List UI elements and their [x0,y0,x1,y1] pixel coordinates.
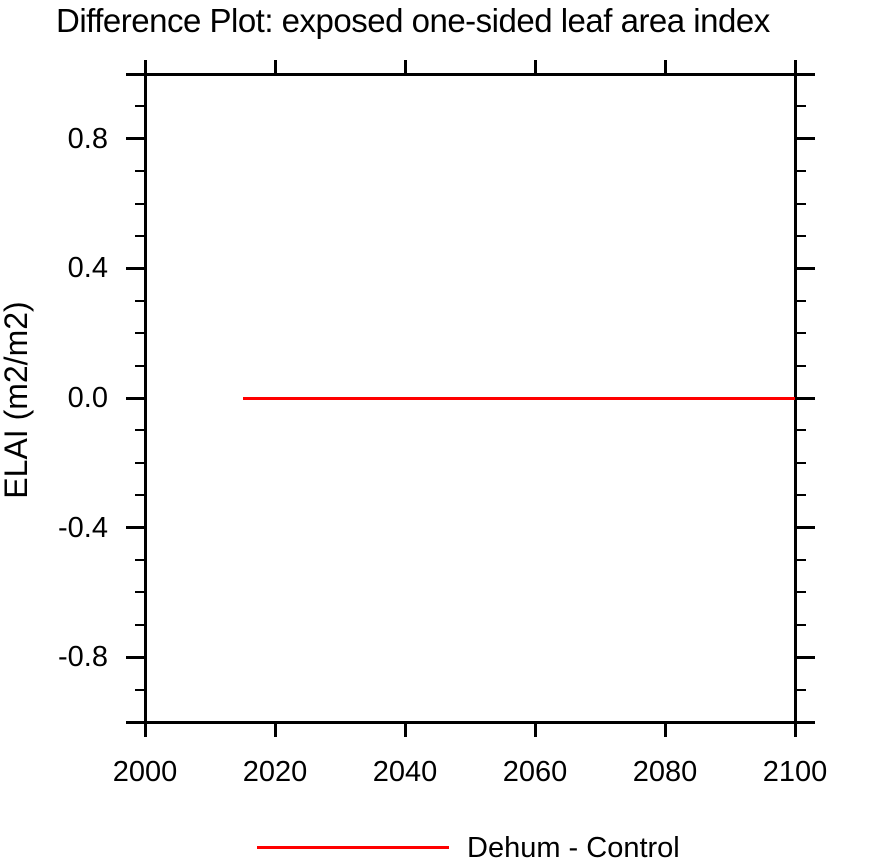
y-axis-minor-tick-left [134,105,144,108]
x-axis-tick-top [533,59,537,73]
y-axis-minor-tick-right [796,332,806,335]
y-axis-minor-tick-right [796,170,806,173]
chart-title: Difference Plot: exposed one-sided leaf … [56,2,770,39]
y-axis-minor-tick-right [796,591,806,594]
x-axis-tick-bottom [403,723,407,737]
y-axis-tick-right [796,720,815,724]
y-axis-minor-tick-left [134,364,144,367]
y-axis-tick-left [125,720,144,724]
y-axis-tick-left [125,655,144,659]
x-axis-tick-bottom [663,723,667,737]
y-axis-tick-label: 0.0 [67,382,108,414]
y-axis-minor-tick-left [134,494,144,497]
y-axis-tick-right [796,72,815,76]
x-axis-tick-top [663,59,667,73]
y-axis-minor-tick-left [134,688,144,691]
x-axis-tick-label: 2060 [502,756,568,788]
y-axis-minor-tick-left [134,623,144,626]
y-axis-minor-tick-right [796,461,806,464]
legend-line-dehum-control [257,846,449,849]
y-axis-tick-right [796,266,815,270]
x-axis-tick-bottom [793,723,797,737]
y-axis-minor-tick-left [134,461,144,464]
y-axis-tick-right [796,655,815,659]
x-axis-tick-label: 2040 [372,756,438,788]
y-axis-minor-tick-right [796,688,806,691]
x-axis-tick-label: 2020 [242,756,308,788]
x-axis-tick-bottom [533,723,537,737]
y-axis-minor-tick-right [796,559,806,561]
y-axis-tick-right [796,396,815,400]
legend-label-dehum-control: Dehum - Control [467,832,680,861]
y-axis-tick-left [125,72,144,76]
y-axis-minor-tick-left [134,591,144,594]
y-axis-tick-right [796,526,815,530]
y-axis-tick-left [125,137,144,141]
x-axis-tick-top [793,59,797,73]
y-axis-minor-tick-right [796,494,806,497]
y-axis-minor-tick-right [796,202,806,205]
x-axis-tick-label: 2000 [112,756,178,788]
y-axis-minor-tick-right [796,299,806,302]
x-axis-tick-label: 2100 [762,756,828,788]
y-axis-minor-tick-left [134,235,144,237]
x-axis-tick-bottom [273,723,277,737]
x-axis-tick-top [143,59,147,73]
y-axis-minor-tick-left [134,332,144,335]
y-axis-minor-tick-right [796,429,806,432]
y-axis-tick-label: 0.4 [67,252,108,285]
y-axis-tick-left [125,266,144,270]
y-axis-minor-tick-right [796,105,806,108]
y-axis-tick-label: -0.8 [58,641,108,674]
y-axis-minor-tick-left [134,559,144,561]
series-line-dehum-control [242,396,795,400]
y-axis-tick-label: 0.8 [67,122,108,155]
plot-area [143,72,797,724]
y-axis-tick-label: -0.4 [58,511,108,544]
y-axis-minor-tick-left [134,170,144,173]
y-axis-tick-left [125,526,144,530]
y-axis-tick-left [125,396,144,400]
y-axis-minor-tick-left [134,299,144,302]
x-axis-tick-top [273,59,277,73]
y-axis-tick-right [796,137,815,141]
x-axis-tick-label: 2080 [632,756,698,788]
x-axis-tick-bottom [143,723,147,737]
y-axis-minor-tick-right [796,364,806,367]
y-axis-minor-tick-right [796,623,806,626]
y-axis-minor-tick-left [134,202,144,205]
y-axis-minor-tick-right [796,235,806,237]
y-axis-minor-tick-left [134,429,144,432]
x-axis-tick-top [403,59,407,73]
